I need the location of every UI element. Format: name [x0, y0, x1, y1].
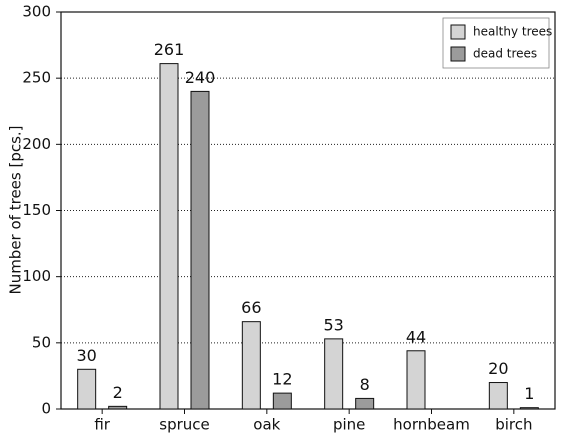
legend-swatch	[450, 46, 466, 62]
bar	[406, 350, 426, 410]
value-label: 240	[185, 68, 216, 87]
bar	[519, 407, 539, 410]
bar	[159, 63, 179, 410]
x-tick-label: fir	[94, 416, 110, 434]
x-tick-label: spruce	[159, 416, 210, 434]
y-tick-label: 50	[32, 333, 51, 351]
bar	[77, 368, 97, 410]
plot-frame	[60, 11, 556, 410]
legend-swatch	[450, 24, 466, 40]
y-tick-label: 300	[22, 3, 51, 21]
value-label: 20	[488, 359, 508, 378]
legend-label: healthy trees	[473, 25, 552, 39]
bar	[272, 392, 292, 410]
bar	[324, 338, 344, 410]
x-tick-label: pine	[333, 416, 365, 434]
y-tick-label: 0	[41, 400, 51, 418]
bar	[488, 382, 508, 410]
x-tick-label: oak	[253, 416, 280, 434]
y-tick-label: 150	[22, 201, 51, 219]
value-label: 12	[272, 370, 292, 389]
y-tick-label: 250	[22, 69, 51, 87]
value-label: 66	[241, 298, 261, 317]
value-label: 2	[113, 383, 123, 402]
value-label: 1	[524, 384, 534, 403]
bar	[355, 397, 375, 410]
bar	[108, 405, 128, 410]
x-tick-label: hornbeam	[393, 416, 470, 434]
y-tick-label: 200	[22, 135, 51, 153]
y-axis-label: Number of trees [pcs.]	[7, 125, 25, 294]
x-tick-label: birch	[495, 416, 532, 434]
bar	[241, 321, 261, 410]
value-label: 8	[360, 375, 370, 394]
value-label: 44	[406, 327, 426, 346]
bar	[190, 90, 210, 410]
value-label: 261	[154, 40, 185, 59]
legend-label: dead trees	[473, 47, 537, 61]
value-label: 30	[76, 346, 96, 365]
y-tick-label: 100	[22, 267, 51, 285]
value-label: 53	[323, 315, 343, 334]
